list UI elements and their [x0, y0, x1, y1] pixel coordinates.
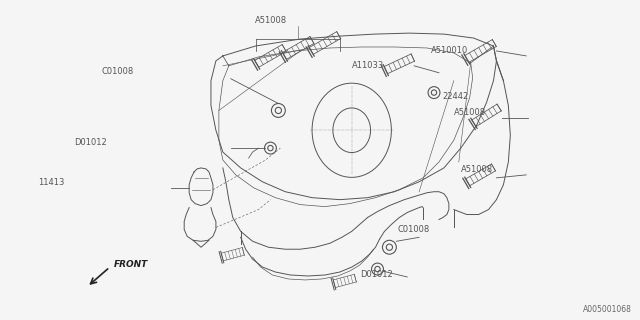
Text: D01012: D01012 [360, 270, 392, 279]
Text: D01012: D01012 [74, 138, 107, 147]
Text: A51008: A51008 [461, 165, 493, 174]
Text: A510010: A510010 [431, 46, 468, 55]
Text: C01008: C01008 [397, 225, 429, 234]
Text: 22442: 22442 [442, 92, 468, 100]
Text: A51008: A51008 [454, 108, 486, 117]
Text: FRONT: FRONT [114, 260, 148, 269]
Text: C01008: C01008 [102, 67, 134, 76]
Text: A11033: A11033 [352, 61, 384, 70]
Text: A51008: A51008 [255, 16, 287, 25]
Text: A005001068: A005001068 [584, 305, 632, 314]
Text: 11413: 11413 [38, 178, 65, 187]
